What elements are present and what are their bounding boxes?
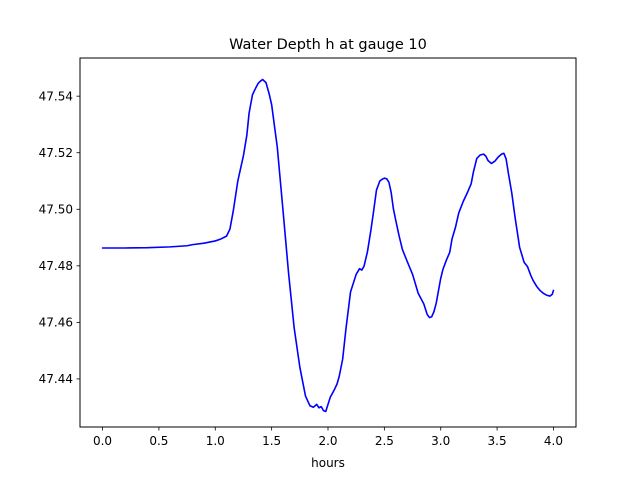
x-axis-label: hours bbox=[311, 456, 345, 470]
y-tick-label: 47.50 bbox=[39, 203, 73, 217]
x-tick-label: 1.0 bbox=[206, 434, 225, 448]
y-tick-label: 47.48 bbox=[39, 259, 73, 273]
x-tick-label: 2.5 bbox=[375, 434, 394, 448]
y-tick-label: 47.46 bbox=[39, 316, 73, 330]
y-tick-label: 47.52 bbox=[39, 146, 73, 160]
plot-series bbox=[101, 78, 555, 413]
x-tick-label: 0.0 bbox=[93, 434, 112, 448]
chart-title: Water Depth h at gauge 10 bbox=[229, 37, 427, 53]
x-tick-label: 0.5 bbox=[149, 434, 168, 448]
x-tick-label: 3.0 bbox=[431, 434, 450, 448]
plot-frame bbox=[79, 57, 577, 428]
x-tick-label: 4.0 bbox=[544, 434, 563, 448]
y-tick-label: 47.44 bbox=[39, 372, 73, 386]
x-tick-label: 1.5 bbox=[262, 434, 281, 448]
x-tick-label: 3.5 bbox=[488, 434, 507, 448]
y-axis-ticks: 47.44 47.46 47.48 47.50 47.52 47.54 bbox=[39, 89, 80, 386]
y-tick-label: 47.54 bbox=[39, 89, 73, 103]
x-tick-label: 2.0 bbox=[318, 434, 337, 448]
x-axis-ticks: 0.0 0.5 1.0 1.5 2.0 2.5 3.0 3.5 4.0 bbox=[93, 427, 563, 448]
water-depth-line bbox=[101, 78, 555, 413]
